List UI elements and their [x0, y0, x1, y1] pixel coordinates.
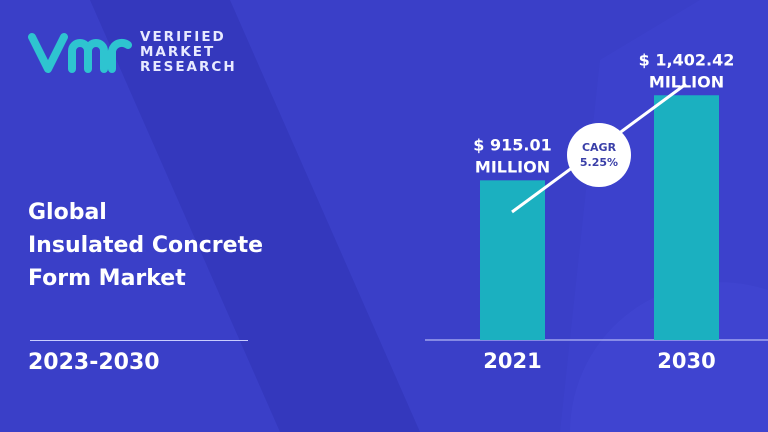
forecast-period: 2023-2030: [28, 350, 160, 375]
logo-line: VERIFIED: [140, 29, 226, 45]
bar-2030: [654, 95, 719, 340]
data-label: $ 915.01: [473, 135, 551, 154]
x-tick-label: 2021: [483, 349, 541, 373]
title-line: Insulated Concrete: [28, 233, 264, 258]
chart-title: Global Insulated Concrete Form Market: [28, 196, 263, 295]
cagr-value: 5.25%: [580, 156, 618, 169]
logo-text: VERIFIED MARKET RESEARCH: [140, 30, 237, 75]
title-line: Form Market: [28, 266, 186, 291]
data-label: $ 1,402.42: [639, 50, 735, 69]
cagr-badge: [567, 123, 631, 187]
data-label: MILLION: [649, 72, 724, 91]
vmr-logo-mark: [28, 32, 132, 73]
bar-2021: [480, 180, 545, 340]
logo-line: MARKET: [140, 44, 216, 60]
cagr-label: CAGR: [582, 141, 617, 154]
divider: [30, 340, 248, 341]
logo-line: RESEARCH: [140, 59, 237, 75]
x-tick-label: 2030: [657, 349, 715, 373]
logo: VERIFIED MARKET RESEARCH: [28, 30, 237, 75]
title-line: Global: [28, 200, 107, 225]
data-label: MILLION: [475, 157, 550, 176]
